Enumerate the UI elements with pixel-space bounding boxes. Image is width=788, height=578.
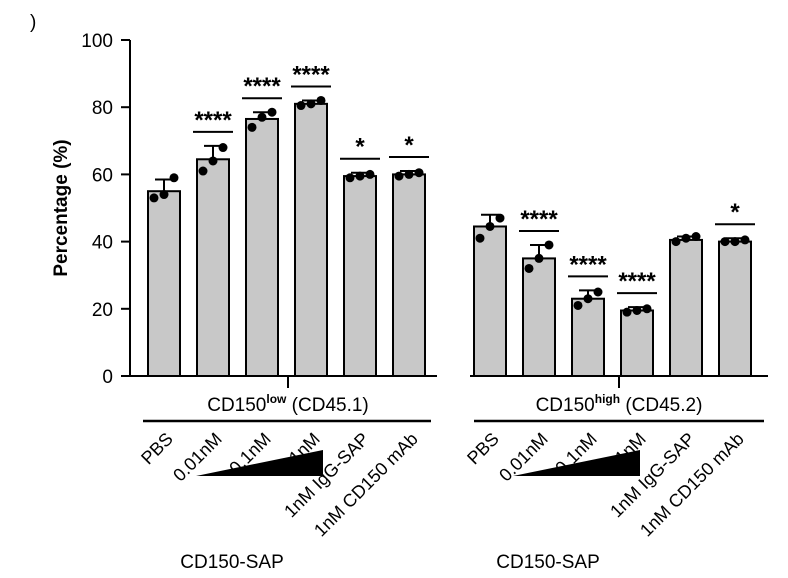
data-point (218, 143, 228, 153)
data-point (296, 101, 306, 111)
dose-ramp-1 (196, 450, 323, 476)
data-point (544, 240, 554, 250)
bar (718, 240, 752, 377)
data-point (632, 305, 642, 315)
bar (522, 257, 556, 377)
x-category-label: PBS (463, 429, 503, 469)
data-point (316, 95, 326, 105)
data-point (267, 107, 277, 117)
data-point (475, 233, 485, 243)
data-point (622, 307, 632, 317)
data-point (149, 193, 159, 203)
y-tick-label: 20 (92, 300, 113, 321)
bars (147, 102, 752, 378)
significance-stars: * (355, 134, 365, 161)
data-point (740, 235, 750, 245)
bar (196, 158, 230, 377)
data-point (720, 237, 730, 247)
group-label-1: CD150low (CD45.1) (207, 392, 369, 416)
x-category-label: 0.01nM (495, 429, 552, 486)
data-point (593, 287, 603, 297)
data-point (394, 171, 404, 181)
y-tick-label: 60 (92, 165, 113, 186)
bar (343, 175, 377, 377)
bar (571, 297, 605, 377)
data-point (583, 294, 593, 304)
data-point (365, 169, 375, 179)
x-category-label: 0.01nM (169, 429, 226, 486)
data-point (247, 122, 257, 132)
data-point (257, 112, 267, 122)
bar (245, 117, 279, 378)
y-tick-label: 0 (102, 367, 113, 388)
y-tick-label: 40 (92, 233, 113, 254)
data-point (198, 166, 208, 176)
data-points (149, 95, 750, 317)
data-point (495, 213, 505, 223)
significance-annotations: ******** ***** ************** (193, 61, 755, 295)
panel-letter: ) (30, 12, 36, 33)
y-ticks: 0 20 40 60 80 100 (81, 31, 130, 388)
y-tick-label: 100 (81, 31, 113, 52)
bar (669, 238, 703, 377)
data-point (534, 253, 544, 263)
data-point (524, 263, 534, 273)
data-point (485, 221, 495, 231)
bar (294, 102, 328, 377)
data-point (345, 173, 355, 183)
sap-label-2: CD150-SAP (496, 552, 600, 573)
y-tick-label: 80 (92, 98, 113, 119)
significance-stars: **** (292, 61, 330, 88)
significance-stars: **** (618, 268, 656, 295)
bar (620, 309, 654, 378)
significance-stars: **** (569, 251, 607, 278)
significance-stars: **** (243, 73, 281, 100)
data-point (355, 171, 365, 181)
data-point (691, 232, 701, 242)
data-point (306, 99, 316, 109)
significance-stars: * (730, 199, 740, 226)
data-point (642, 304, 652, 314)
data-point (730, 237, 740, 247)
dose-ramp-2 (513, 450, 640, 476)
data-point (404, 169, 414, 179)
y-axis-title: Percentage (%) (51, 139, 72, 276)
data-point (573, 300, 583, 310)
group-label-2: CD150high (CD45.2) (536, 392, 703, 416)
significance-stars: * (404, 132, 414, 159)
data-point (169, 173, 179, 183)
bar (392, 173, 426, 377)
data-point (681, 233, 691, 243)
data-point (671, 237, 681, 247)
bar (147, 190, 181, 377)
x-category-label: PBS (137, 429, 177, 469)
bar (473, 225, 507, 377)
significance-stars: **** (520, 206, 558, 233)
data-point (414, 168, 424, 178)
data-point (159, 190, 169, 200)
significance-stars: **** (194, 107, 232, 134)
data-point (208, 156, 218, 166)
sap-label-1: CD150-SAP (180, 552, 284, 573)
